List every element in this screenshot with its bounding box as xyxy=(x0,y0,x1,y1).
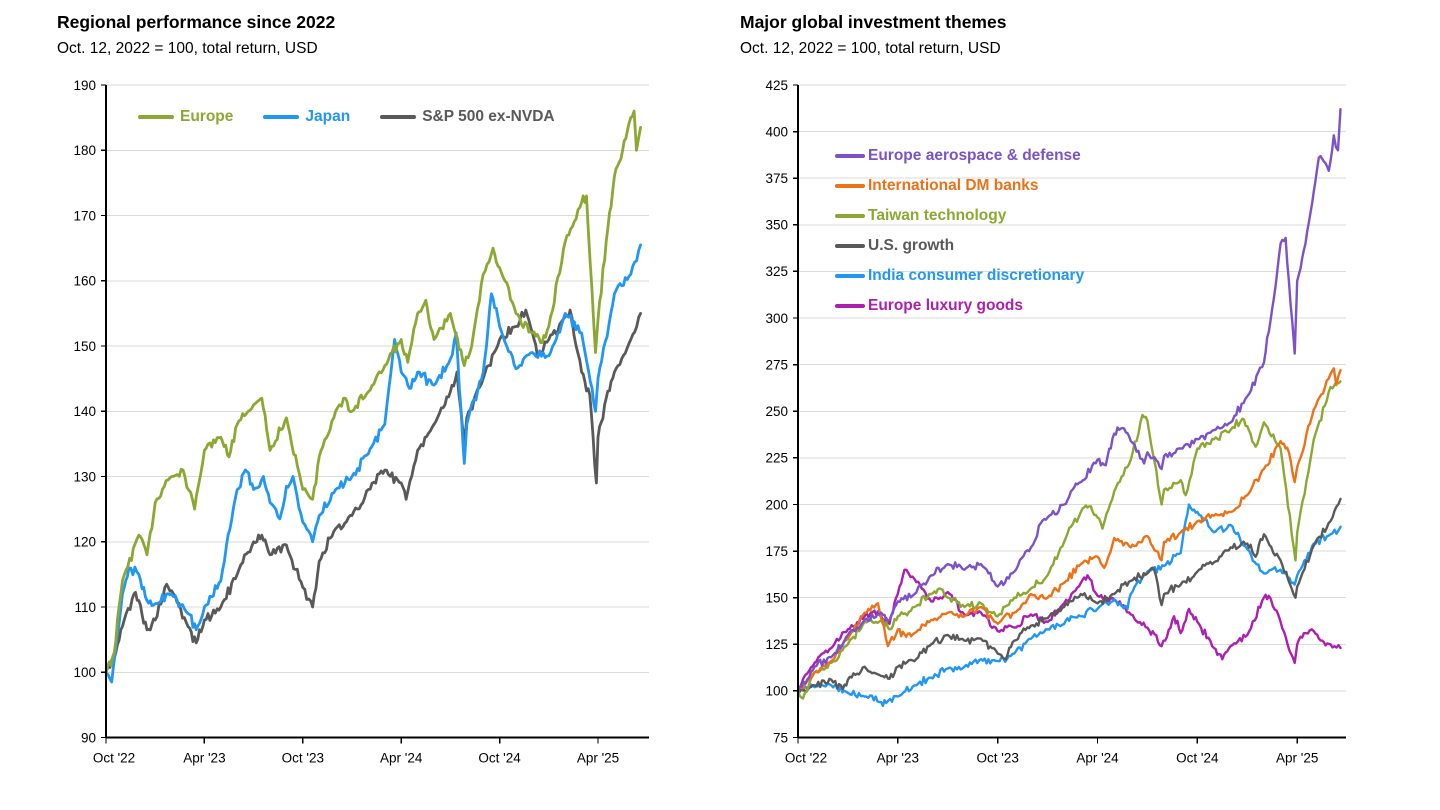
y-tick-label: 90 xyxy=(81,730,96,745)
y-tick-label: 110 xyxy=(74,600,96,615)
legend-line-swatch xyxy=(138,115,174,119)
y-tick-label: 160 xyxy=(73,274,96,289)
legend-item-europe-aerospace-defense: Europe aerospace & defense xyxy=(835,141,1084,171)
y-tick-label: 175 xyxy=(765,544,788,559)
legend-item-s-p-500-ex-nvda: S&P 500 ex-NVDA xyxy=(380,108,555,126)
y-tick-label: 250 xyxy=(765,404,788,419)
x-tick-label: Apr '25 xyxy=(1276,751,1318,766)
y-tick-label: 180 xyxy=(73,143,96,158)
x-tick-label: Apr '23 xyxy=(877,751,919,766)
legend-item-europe-luxury-goods: Europe luxury goods xyxy=(835,291,1084,321)
y-tick-label: 150 xyxy=(73,339,96,354)
y-tick-label: 425 xyxy=(765,78,788,93)
series-line-japan xyxy=(104,243,642,684)
y-tick-label: 325 xyxy=(765,264,788,279)
y-tick-label: 120 xyxy=(73,535,96,550)
legend-label: India consumer discretionary xyxy=(868,267,1085,284)
legend-label: Taiwan technology xyxy=(868,207,1007,224)
chart-0-gridlines xyxy=(106,84,649,673)
x-tick-label: Oct '23 xyxy=(977,751,1019,766)
legend-label: International DM banks xyxy=(868,177,1039,194)
y-tick-label: 300 xyxy=(765,311,788,326)
legend-label: Europe xyxy=(180,108,234,125)
x-tick-label: Oct '23 xyxy=(282,751,324,766)
chart-1-series xyxy=(796,108,1342,708)
x-tick-label: Apr '23 xyxy=(183,751,225,766)
series-line-europe xyxy=(104,109,642,674)
y-tick-label: 400 xyxy=(765,124,788,139)
y-tick-label: 100 xyxy=(765,684,788,699)
legend-line-swatch xyxy=(835,244,865,248)
x-tick-label: Oct '22 xyxy=(785,751,827,766)
right-chart-legend: Europe aerospace & defense International … xyxy=(835,141,1084,321)
legend-item-europe: Europe xyxy=(138,108,233,126)
legend-item-india-consumer-discretionary: India consumer discretionary xyxy=(835,261,1084,291)
right-chart-title: Major global investment themes xyxy=(740,12,1007,32)
legend-line-swatch xyxy=(835,154,865,158)
legend-item-japan: Japan xyxy=(263,108,350,126)
x-tick-label: Apr '24 xyxy=(1076,751,1119,766)
legend-item-international-dm-banks: International DM banks xyxy=(835,171,1084,201)
y-tick-label: 75 xyxy=(773,730,788,745)
legend-line-swatch xyxy=(835,274,865,278)
legend-line-swatch xyxy=(835,184,865,188)
y-tick-label: 190 xyxy=(73,78,96,93)
left-chart-subtitle: Oct. 12, 2022 = 100, total return, USD xyxy=(57,40,318,57)
y-tick-label: 150 xyxy=(765,590,788,605)
y-tick-label: 140 xyxy=(73,404,96,419)
y-tick-label: 100 xyxy=(73,665,96,680)
x-tick-label: Apr '25 xyxy=(577,751,619,766)
left-chart-title: Regional performance since 2022 xyxy=(57,12,336,32)
x-tick-label: Oct '24 xyxy=(478,751,521,766)
y-tick-label: 200 xyxy=(765,497,788,512)
legend-label: Europe luxury goods xyxy=(868,297,1024,314)
y-tick-label: 275 xyxy=(765,357,788,372)
legend-line-swatch xyxy=(835,214,865,218)
x-tick-label: Oct '24 xyxy=(1176,751,1219,766)
y-tick-label: 170 xyxy=(73,208,96,223)
right-chart-subtitle: Oct. 12, 2022 = 100, total return, USD xyxy=(740,40,1001,57)
left-chart-legend: Europe Japan S&P 500 ex-NVDA xyxy=(138,108,555,126)
legend-label: S&P 500 ex-NVDA xyxy=(422,108,555,125)
y-tick-label: 130 xyxy=(73,469,96,484)
legend-label: Europe aerospace & defense xyxy=(868,147,1081,164)
series-line-international-dm-banks xyxy=(796,367,1342,693)
legend-line-swatch xyxy=(263,115,300,119)
y-tick-label: 125 xyxy=(765,637,788,652)
chart-1-axes: 75 100 125 150 175 200 225 250 275 300 325 350 375 40… xyxy=(765,78,1346,766)
chart-0-axes: 90 100 110 120 130 140 150 160 170 180 190 Oct '22 A… xyxy=(73,78,649,766)
y-tick-label: 350 xyxy=(765,218,788,233)
y-tick-label: 225 xyxy=(765,451,788,466)
series-line-u-s-growth xyxy=(796,497,1342,693)
legend-label: U.S. growth xyxy=(868,237,955,254)
y-tick-label: 375 xyxy=(765,171,788,186)
x-tick-label: Oct '22 xyxy=(93,751,135,766)
legend-label: Japan xyxy=(305,108,351,125)
legend-line-swatch xyxy=(380,115,417,119)
legend-line-swatch xyxy=(835,304,865,308)
chart-0-series xyxy=(104,109,642,684)
series-line-india-consumer-discretionary xyxy=(796,503,1342,708)
legend-item-u-s-growth: U.S. growth xyxy=(835,231,1084,261)
x-tick-label: Apr '24 xyxy=(380,751,423,766)
series-line-europe-luxury-goods xyxy=(796,568,1342,693)
series-line-europe-aerospace-defense xyxy=(796,108,1342,693)
legend-item-taiwan-technology: Taiwan technology xyxy=(835,201,1084,231)
series-line-s-p-500-ex-nvda xyxy=(104,308,642,674)
series-line-taiwan-technology xyxy=(796,380,1342,700)
